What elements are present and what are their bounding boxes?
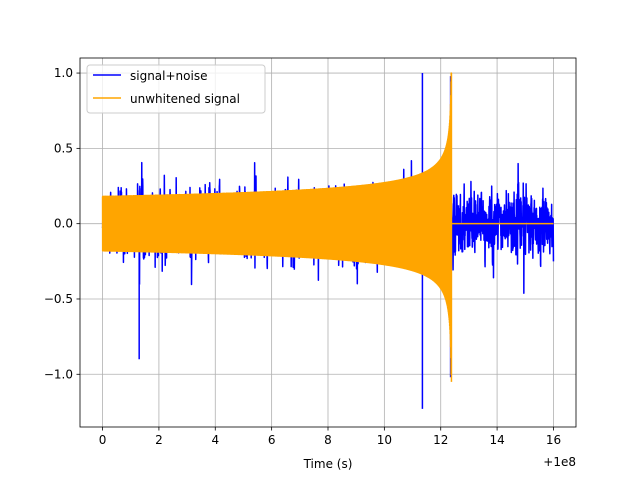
series-line-unwhitened-signal — [101, 72, 554, 382]
x-tick-label: 10 — [377, 433, 392, 447]
x-tick-label: 4 — [211, 433, 219, 447]
y-tick-label: −1.0 — [44, 367, 73, 381]
x-tick-label: 14 — [489, 433, 504, 447]
plot-area — [101, 72, 555, 409]
x-tick-label: 8 — [324, 433, 332, 447]
legend-label-unwhitened-signal: unwhitened signal — [130, 92, 240, 106]
y-tick-label: −0.5 — [44, 292, 73, 306]
y-tick-label: 0.0 — [54, 217, 73, 231]
legend-label-signal-noise: signal+noise — [130, 69, 207, 83]
x-tick-label: 12 — [433, 433, 448, 447]
x-axis-label: Time (s) — [303, 457, 353, 471]
x-tick-label: 2 — [155, 433, 163, 447]
x-tick-label: 16 — [546, 433, 561, 447]
y-axis: −1.0 −0.5 0.0 0.5 1.0 — [44, 66, 80, 381]
x-axis-offset-label: +1e8 — [543, 455, 576, 469]
legend-box — [86, 64, 266, 114]
y-tick-label: 0.5 — [54, 141, 73, 155]
x-tick-label: 6 — [268, 433, 276, 447]
y-tick-label: 1.0 — [54, 66, 73, 80]
legend: signal+noise unwhitened signal — [86, 64, 266, 114]
x-axis: 0 2 4 6 8 10 12 14 16 — [99, 427, 561, 447]
x-tick-label: 0 — [99, 433, 107, 447]
